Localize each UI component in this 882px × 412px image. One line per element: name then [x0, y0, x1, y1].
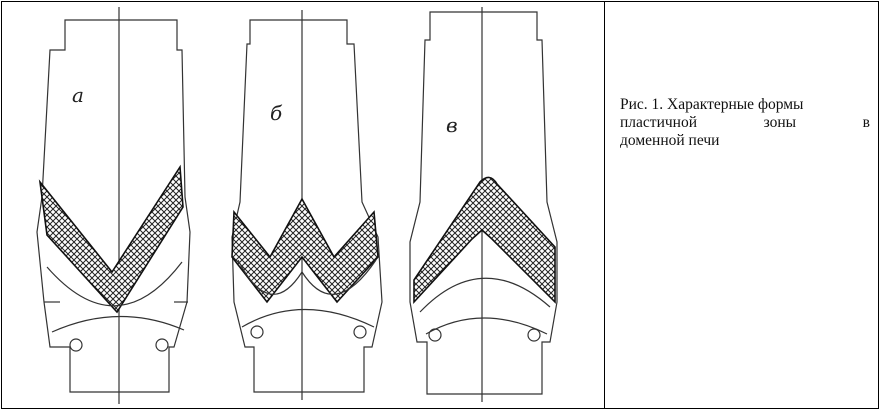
furnace-c-line-1 [419, 277, 551, 313]
furnace-a-plastic-zone [38, 164, 184, 314]
furnace-c-outline [409, 11, 558, 395]
figure-label-a: а [72, 83, 84, 107]
furnace-c-plastic-zone [413, 176, 556, 305]
furnace-c-tuyere-right [527, 328, 541, 342]
furnace-b-outline [231, 19, 383, 393]
figure-divider [604, 1, 605, 409]
furnace-b-tuyere-left [250, 325, 264, 339]
figure-label-b: б [270, 101, 283, 125]
furnace-a [36, 7, 191, 404]
caption-line-1: Рис. 1. Характерные формы [620, 96, 804, 113]
furnace-a-tuyere-right [155, 338, 169, 352]
furnace-b-tuyere-right [353, 325, 367, 339]
caption-line-3: доменной печи [620, 132, 720, 149]
caption-line-2: пластичной зоны в [620, 114, 870, 131]
furnace-b-line-1 [237, 259, 377, 295]
furnace-a-line-2 [51, 315, 185, 333]
furnace-c-line-2 [425, 317, 548, 335]
figure-label-c: в [446, 113, 458, 137]
furnace-diagrams: а б в [36, 7, 558, 404]
furnace-b-line-2 [241, 308, 375, 328]
furnace-a-tuyere-left [69, 338, 83, 352]
figure-caption: Рис. 1. Характерные формы пластичной зон… [620, 96, 870, 150]
furnace-b [231, 10, 383, 400]
furnace-b-plastic-zone [231, 197, 379, 304]
furnace-c-tuyere-left [428, 328, 442, 342]
furnace-a-line-1 [46, 261, 183, 307]
furnace-c [409, 7, 558, 402]
